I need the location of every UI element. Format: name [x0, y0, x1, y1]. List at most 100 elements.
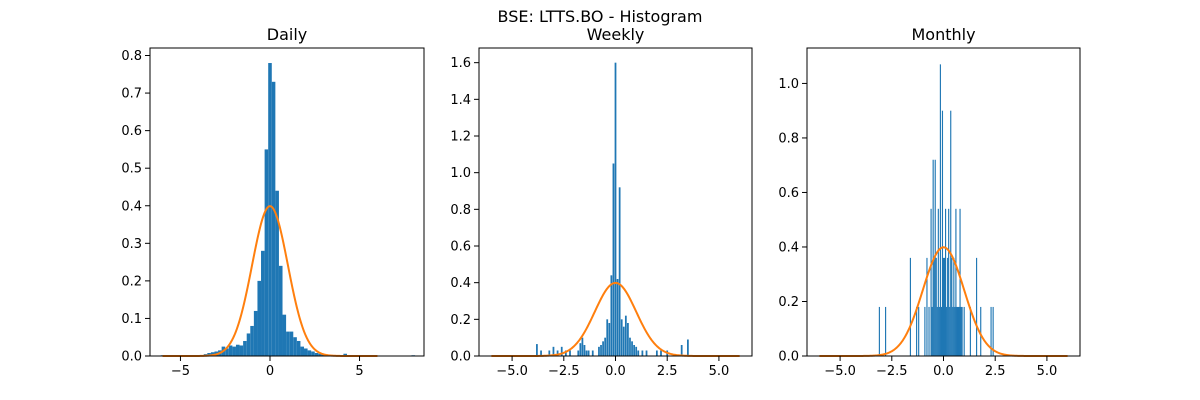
histogram-bar [937, 208, 939, 356]
histogram-bar [645, 350, 648, 356]
histogram-bar [253, 310, 258, 356]
histogram-bar [606, 319, 609, 356]
histogram-bar [939, 64, 941, 356]
histogram-bar [207, 353, 211, 356]
histogram-bar [311, 351, 315, 356]
histogram-bar [961, 306, 963, 356]
x-tick-label: −5.0 [496, 364, 528, 379]
histogram-bar [940, 306, 942, 356]
histogram-bar [960, 306, 962, 356]
y-tick-label: 1.0 [450, 166, 471, 181]
y-tick-label: 0.6 [121, 124, 142, 139]
histogram-bar [577, 350, 580, 356]
histogram-bar [296, 340, 301, 356]
x-tick-label: 2.5 [657, 364, 678, 379]
histogram-bar [641, 350, 644, 356]
histogram-bar [235, 344, 240, 356]
histogram-bar [598, 346, 600, 356]
histogram-bar [232, 346, 236, 356]
histogram-bar [624, 315, 627, 356]
x-tick-label: −2.5 [548, 364, 580, 379]
histogram-bar [931, 306, 933, 356]
x-tick-label: −2.5 [876, 364, 908, 379]
histogram-bar [228, 345, 233, 356]
histogram-bar [637, 350, 640, 356]
histogram-bar [622, 326, 625, 356]
histogram-bar [631, 341, 633, 356]
histogram-bar [268, 63, 272, 357]
y-tick-label: 1.4 [450, 93, 471, 108]
histogram-bar [633, 345, 635, 356]
histogram-bar [564, 350, 567, 356]
y-tick-label: 0.4 [121, 199, 142, 214]
histogram-bar [926, 257, 928, 356]
histogram-bar [948, 208, 950, 356]
histogram-bar [980, 306, 982, 356]
y-tick-label: 0.0 [121, 350, 142, 365]
histogram-bar [250, 325, 254, 356]
histogram-bar [992, 306, 994, 356]
y-tick-label: 0.3 [121, 237, 142, 252]
histogram-bar [878, 306, 880, 356]
histogram-bar [941, 110, 944, 356]
x-tick-label: 2.5 [985, 364, 1006, 379]
histogram-bar [930, 208, 932, 356]
histogram-bar [600, 345, 602, 356]
histogram-bar [963, 306, 965, 356]
histogram-bar [951, 257, 953, 356]
y-tick-label: 0.2 [450, 313, 471, 328]
histogram-bar [635, 346, 638, 356]
histogram-bar [627, 323, 629, 356]
histogram-bar [587, 350, 590, 356]
histogram-bar [955, 208, 957, 356]
histogram-bar [655, 350, 658, 356]
histogram-bar [958, 306, 960, 356]
x-tick-label: −5 [171, 364, 190, 379]
histogram-bar [952, 306, 954, 356]
histogram-bar [536, 344, 538, 356]
histogram-bar [591, 350, 594, 356]
histogram-bar [271, 81, 276, 357]
histogram-bar [956, 306, 958, 356]
histogram-bar [945, 208, 947, 356]
y-tick-label: 0.7 [121, 87, 142, 102]
histogram-bar [604, 337, 607, 356]
axes-frame [149, 47, 425, 357]
subplot-title: Weekly [587, 25, 645, 44]
histogram-bar [938, 306, 940, 356]
histogram-bar [916, 306, 918, 356]
x-tick-label: 5.0 [709, 364, 730, 379]
histogram-bar [942, 257, 945, 356]
x-tick-label: 0 [266, 364, 274, 379]
histogram-bar [935, 257, 937, 356]
figure-title: BSE: LTTS.BO - Histogram [498, 7, 703, 26]
subplot-monthly: Monthly −5.0 −2.5 0.0 2.5 5.0 0.0 0.2 0.4 0.6 0.8 1… [778, 25, 1081, 379]
histogram-bar [918, 306, 920, 356]
histogram-bar [680, 345, 683, 356]
y-tick-label: 0.0 [450, 350, 471, 365]
histogram-bar [616, 279, 619, 356]
subplot-panels: Daily−5 0 50.00.10.20.30.40.50.60.70.8Week… [121, 25, 1081, 379]
histogram-bar [885, 306, 887, 356]
x-tick-label: 5 [355, 364, 363, 379]
y-tick-label: 1.2 [450, 130, 471, 145]
y-tick-label: 0.8 [778, 131, 799, 146]
y-tick-label: 0.5 [121, 162, 142, 177]
y-tick-label: 0.6 [450, 240, 471, 255]
histogram-bar [936, 306, 938, 356]
histogram-bar [552, 346, 555, 356]
histogram-bar [957, 306, 959, 356]
histogram-bar [556, 350, 559, 356]
histogram-bar [909, 257, 911, 356]
histogram-bar [239, 345, 244, 356]
histogram-bar [569, 350, 571, 356]
histogram-bar [264, 149, 269, 356]
histogram-bar [318, 353, 322, 356]
histogram-bar [933, 257, 935, 356]
y-tick-label: 0.2 [121, 274, 142, 289]
histogram-bar [946, 306, 948, 356]
y-tick-label: 0.8 [121, 49, 142, 64]
histogram-bar [581, 337, 584, 356]
